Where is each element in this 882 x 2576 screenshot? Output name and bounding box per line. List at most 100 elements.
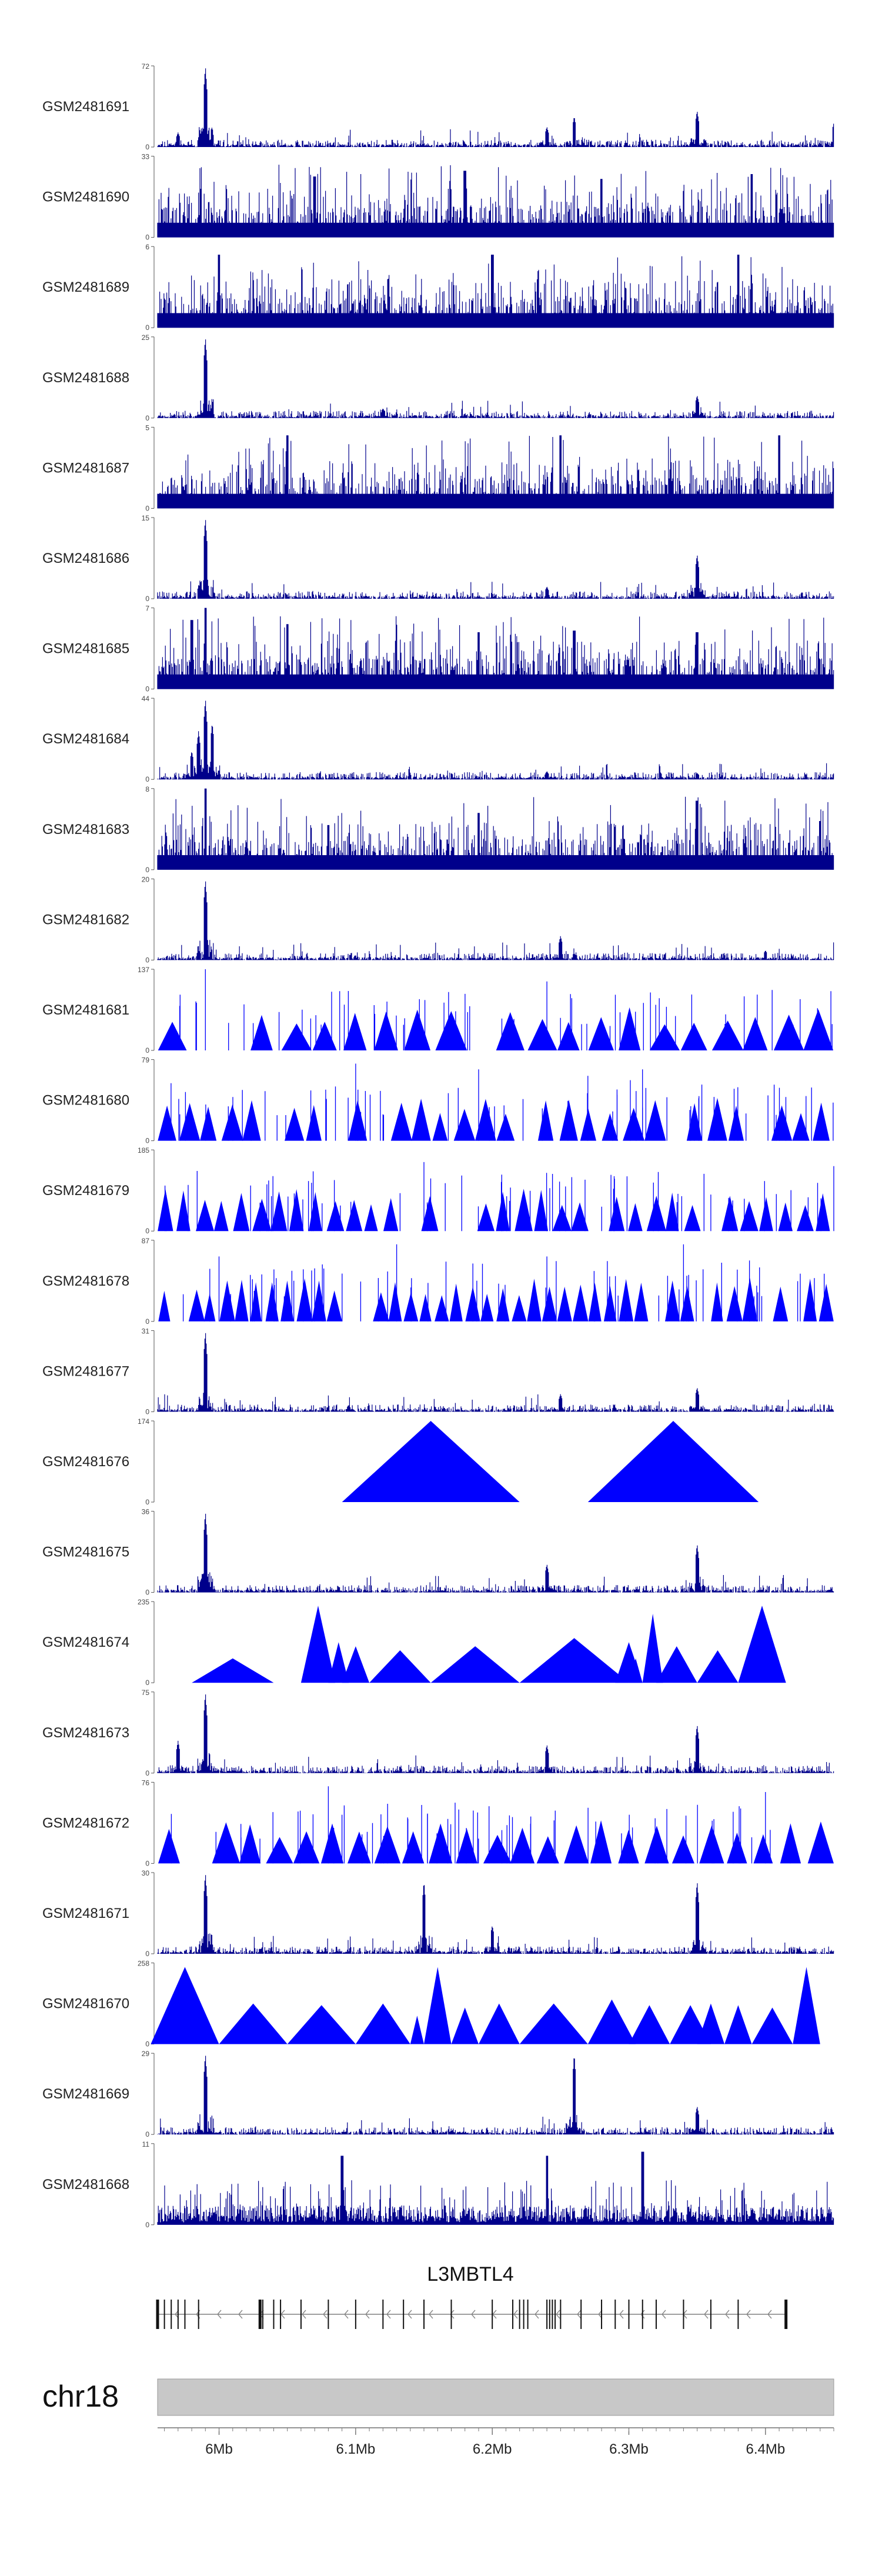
- track-label: GSM2481685: [42, 641, 129, 657]
- signal-segment: [759, 1197, 773, 1232]
- gene-exon: [198, 2300, 199, 2329]
- track-GSM2481679: GSM2481679 185 0: [42, 1146, 834, 1235]
- signal-segment: [421, 1196, 439, 1232]
- track-GSM2481675: GSM2481675 36 0: [42, 1508, 834, 1597]
- signal-segment: [348, 1831, 371, 1864]
- signal-segment: [219, 2003, 288, 2044]
- signal-segment: [309, 1192, 322, 1232]
- y-min-label: 0: [145, 504, 149, 512]
- track-GSM2481686: GSM2481686 15 0: [42, 514, 834, 603]
- signal-segment: [158, 1022, 187, 1050]
- track-label: GSM2481669: [42, 2086, 129, 2102]
- signal-segment: [449, 1283, 463, 1322]
- signal-segment: [281, 1023, 312, 1050]
- signal-segment: [429, 1823, 453, 1864]
- signal-segment: [364, 1204, 378, 1232]
- signal-segment: [300, 1606, 335, 1683]
- signal-segment: [233, 1193, 250, 1232]
- track-GSM2481678: GSM2481678 87 0: [42, 1237, 834, 1326]
- track-GSM2481676: GSM2481676 174 0: [42, 1417, 759, 1506]
- signal-segment: [773, 1286, 789, 1322]
- y-min-label: 0: [145, 2221, 149, 2229]
- signal-segment: [771, 1105, 793, 1141]
- signal-segment: [410, 2016, 424, 2044]
- y-min-label: 0: [145, 2040, 149, 2048]
- signal-segment: [355, 2003, 410, 2044]
- signal-bars: [157, 2056, 834, 2135]
- gene-exon: [642, 2300, 643, 2329]
- track-label: GSM2481670: [42, 1996, 129, 2012]
- track-GSM2481689: GSM2481689 6 0: [42, 243, 834, 332]
- y-max-label: 30: [142, 1869, 150, 1877]
- signal-segment: [619, 1279, 634, 1322]
- y-max-label: 76: [142, 1778, 150, 1787]
- y-min-label: 0: [145, 143, 149, 151]
- signal-segment: [552, 1204, 572, 1232]
- track-GSM2481673: GSM2481673 75 0: [42, 1689, 834, 1777]
- signal-segment: [289, 1189, 304, 1232]
- signal-segment: [158, 1290, 171, 1322]
- gene-exon: [273, 2300, 275, 2329]
- signal-segment: [588, 1017, 614, 1050]
- gene-exon: [403, 2300, 405, 2329]
- signal-segment: [430, 1646, 520, 1683]
- signal-segment: [404, 1009, 430, 1050]
- track-GSM2481672: GSM2481672 76 0: [42, 1778, 834, 1867]
- track-label: GSM2481671: [42, 1906, 129, 1921]
- signal-baseline: [158, 499, 834, 509]
- signal-segment: [477, 1203, 495, 1232]
- signal-segment: [479, 2003, 520, 2044]
- y-min-label: 0: [145, 775, 149, 783]
- track-GSM2481684: GSM2481684 44 0: [42, 695, 834, 783]
- signal-segment: [435, 1011, 467, 1050]
- y-min-label: 0: [145, 1137, 149, 1145]
- signal-segment: [293, 1831, 320, 1864]
- signal-segment: [519, 1638, 629, 1683]
- gene-exon: [710, 2300, 711, 2329]
- y-min-label: 0: [145, 2130, 149, 2138]
- signal-segment: [312, 1022, 337, 1050]
- signal-segment: [158, 1105, 176, 1141]
- signal-bars: [157, 881, 834, 960]
- signal-segment: [656, 1646, 697, 1683]
- track-label: GSM2481675: [42, 1544, 129, 1560]
- track-label: GSM2481684: [42, 731, 129, 747]
- signal-segment: [609, 1196, 625, 1232]
- signal-segment: [684, 1204, 701, 1232]
- signal-bars: [157, 2151, 834, 2225]
- signal-segment: [346, 1200, 363, 1232]
- gene-exon: [163, 2300, 165, 2329]
- gene-exon: [601, 2300, 603, 2329]
- signal-segment: [496, 1288, 510, 1322]
- gene-exon: [552, 2300, 553, 2329]
- gene-exon: [177, 2300, 179, 2329]
- signal-segment: [818, 1283, 834, 1322]
- y-min-label: 0: [145, 1589, 149, 1597]
- y-max-label: 11: [142, 2140, 150, 2148]
- signal-segment: [453, 1109, 476, 1141]
- track-GSM2481681: GSM2481681 137 0: [42, 966, 834, 1055]
- signal-segment: [537, 1100, 554, 1141]
- signal-segment: [571, 1202, 589, 1232]
- y-min-label: 0: [145, 1769, 149, 1777]
- signal-segment: [212, 1822, 240, 1864]
- gene-exon: [280, 2300, 282, 2329]
- signal-segment: [726, 1286, 743, 1322]
- signal-segment: [475, 1099, 496, 1141]
- gene-exon: [423, 2300, 425, 2329]
- y-min-label: 0: [145, 866, 149, 874]
- track-GSM2481683: GSM2481683 8 0: [42, 785, 834, 874]
- coordinate-tick-label: 6.1Mb: [336, 2441, 376, 2457]
- signal-segment: [778, 1202, 793, 1232]
- signal-tracks: GSM2481691720GSM2481690330GSM248168960GS…: [42, 62, 834, 2229]
- gene-exon: [580, 2300, 582, 2329]
- gene-exon: [737, 2300, 739, 2329]
- track-label: GSM2481677: [42, 1363, 129, 1379]
- signal-segment: [644, 1826, 669, 1864]
- signal-bars: [157, 1333, 834, 1412]
- signal-segment: [536, 1836, 559, 1864]
- track-label: GSM2481686: [42, 550, 129, 566]
- signal-segment: [151, 1967, 219, 2044]
- signal-bars: [157, 339, 834, 418]
- gene-exon: [614, 2300, 616, 2329]
